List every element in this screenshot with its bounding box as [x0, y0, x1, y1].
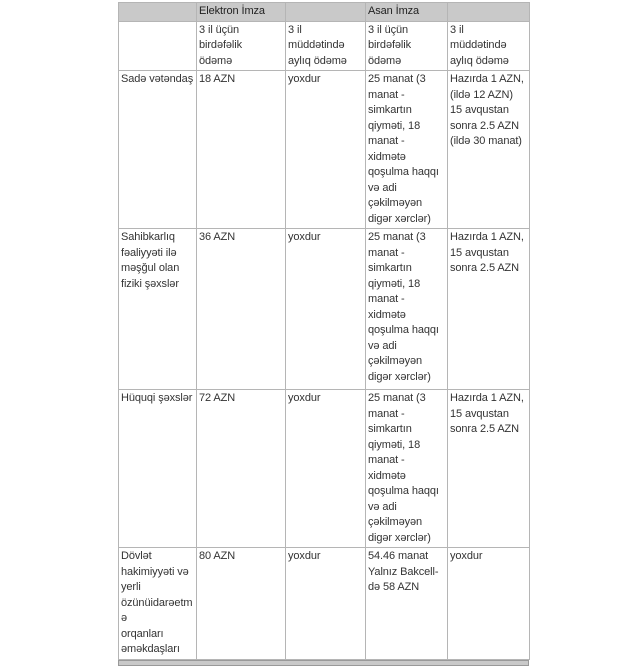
- elektron-monthly-cell: yoxdur: [285, 547, 366, 660]
- subheader-cell: 3 il üçün birdəfəlik ödəmə: [196, 20, 286, 71]
- table-row: 3 il üçün birdəfəlik ödəmə 3 il müddətind…: [118, 20, 530, 71]
- table-row: Sahibkarlıq fəaliyyəti ilə məşğul olan f…: [118, 228, 530, 390]
- row-label: Hüquqi şəxslər: [118, 389, 197, 548]
- table-row: Elektron İmza Asan İmza: [118, 2, 530, 22]
- elektron-monthly-cell: yoxdur: [285, 228, 366, 390]
- asan-monthly-cell: Hazırda 1 AZN, 15 avqustan sonra 2.5 AZN: [447, 228, 530, 390]
- table-row: Sadə vətəndaş 18 AZN yoxdur 25 manat (3 man…: [118, 70, 530, 229]
- asan-monthly-cell: yoxdur: [447, 547, 530, 660]
- elektron-monthly-cell: yoxdur: [285, 389, 366, 548]
- subheader-cell: 3 il müddətində aylıq ödəmə: [285, 20, 366, 71]
- elektron-onetime-cell: 72 AZN: [196, 389, 286, 548]
- asan-onetime-cell: 54.46 manat Yalnız Bakcell- də 58 AZN: [365, 547, 448, 660]
- header-empty-cell: [118, 2, 197, 22]
- header-empty-cell: [285, 2, 366, 22]
- asan-monthly-cell: Hazırda 1 AZN, 15 avqustan sonra 2.5 AZN: [447, 389, 530, 548]
- elektron-monthly-cell: yoxdur: [285, 70, 366, 229]
- elektron-onetime-cell: 36 AZN: [196, 228, 286, 390]
- elektron-onetime-cell: 80 AZN: [196, 547, 286, 660]
- asan-onetime-cell: 25 manat (3 manat - simkartın qiyməti, 1…: [365, 70, 448, 229]
- elektron-onetime-cell: 18 AZN: [196, 70, 286, 229]
- asan-onetime-cell: 25 manat (3 manat - simkartın qiyməti, 1…: [365, 389, 448, 548]
- row-label: Sahibkarlıq fəaliyyəti ilə məşğul olan f…: [118, 228, 197, 390]
- header-elektron-imza: Elektron İmza: [196, 2, 286, 22]
- header-asan-imza: Asan İmza: [365, 2, 448, 22]
- row-label: Sadə vətəndaş: [118, 70, 197, 229]
- subheader-cell: 3 il müddətində aylıq ödəmə: [447, 20, 530, 71]
- header-empty-cell: [447, 2, 530, 22]
- pricing-table: Elektron İmza Asan İmza 3 il üçün birdəfəl…: [118, 2, 530, 660]
- table-row: Dövlət hakimiyyəti və yerli özünüidarəet…: [118, 547, 530, 660]
- pricing-table-wrapper: Elektron İmza Asan İmza 3 il üçün birdəfəl…: [118, 2, 530, 666]
- row-label: Dövlət hakimiyyəti və yerli özünüidarəet…: [118, 547, 197, 660]
- asan-onetime-cell: 25 manat (3 manat - simkartın qiyməti, 1…: [365, 228, 448, 390]
- subheader-empty-cell: [118, 20, 197, 71]
- subheader-cell: 3 il üçün birdəfəlik ödəmə: [365, 20, 448, 71]
- table-footer-bar: [118, 659, 529, 666]
- table-row: Hüquqi şəxslər 72 AZN yoxdur 25 manat (3 ma…: [118, 389, 530, 548]
- asan-monthly-cell: Hazırda 1 AZN, (ildə 12 AZN) 15 avqustan…: [447, 70, 530, 229]
